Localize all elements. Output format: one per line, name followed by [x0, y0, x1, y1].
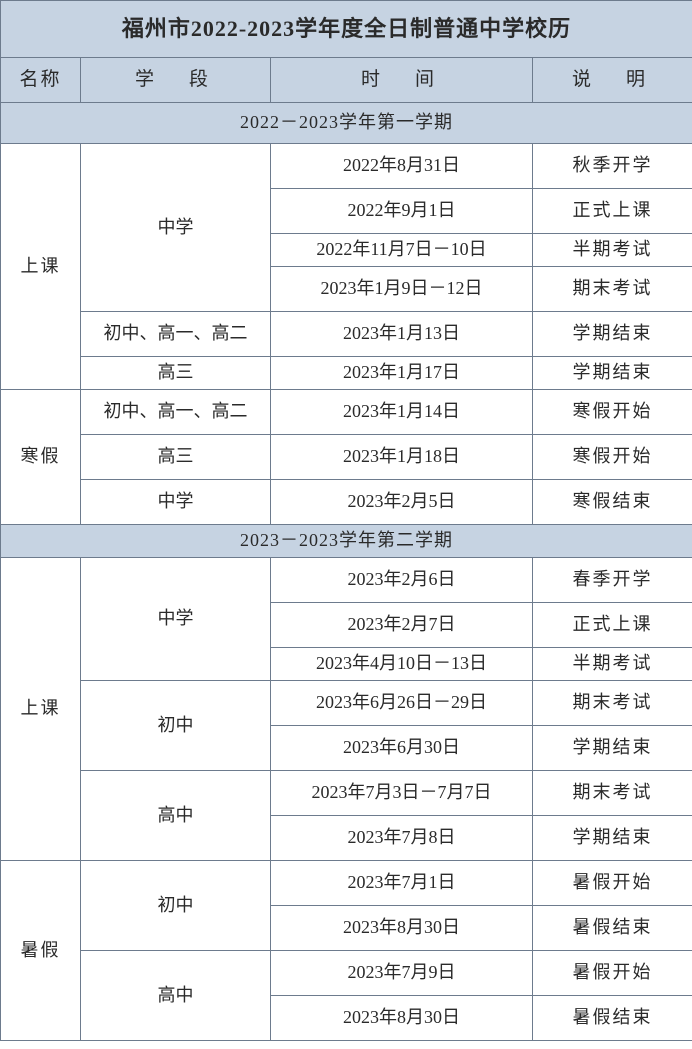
date-cell: 2023年8月30日	[271, 906, 533, 951]
note-cell: 暑假结束	[533, 906, 692, 951]
date-cell: 2023年6月26日－29日	[271, 681, 533, 726]
note-cell: 寒假结束	[533, 480, 692, 525]
date-cell: 2023年4月10日－13日	[271, 648, 533, 681]
seg-j12-w: 初中、高一、高二	[81, 390, 271, 435]
seg-j12-s1: 初中、高一、高二	[81, 312, 271, 357]
seg-g3-w: 高三	[81, 435, 271, 480]
note-cell: 期末考试	[533, 771, 692, 816]
note-cell: 暑假开始	[533, 951, 692, 996]
col-header-note: 说 明	[533, 58, 692, 103]
col-header-time: 时 间	[271, 58, 533, 103]
seg-ms-s2: 中学	[81, 558, 271, 681]
group-class-s2: 上课	[1, 558, 81, 861]
note-cell: 春季开学	[533, 558, 692, 603]
note-cell: 寒假开始	[533, 390, 692, 435]
date-cell: 2023年1月14日	[271, 390, 533, 435]
table-title: 福州市2022-2023学年度全日制普通中学校历	[1, 1, 692, 58]
date-cell: 2023年1月13日	[271, 312, 533, 357]
seg-gz-s2: 高中	[81, 771, 271, 861]
date-cell: 2023年2月5日	[271, 480, 533, 525]
note-cell: 正式上课	[533, 189, 692, 234]
note-cell: 寒假开始	[533, 435, 692, 480]
note-cell: 学期结束	[533, 726, 692, 771]
schedule-table: 福州市2022-2023学年度全日制普通中学校历 名称 学 段 时 间 说 明 …	[0, 0, 692, 1041]
note-cell: 暑假开始	[533, 861, 692, 906]
group-class-s1: 上课	[1, 144, 81, 390]
col-header-segment: 学 段	[81, 58, 271, 103]
date-cell: 2022年11月7日－10日	[271, 234, 533, 267]
col-header-name: 名称	[1, 58, 81, 103]
note-cell: 暑假结束	[533, 996, 692, 1041]
seg-ms-s1: 中学	[81, 144, 271, 312]
note-cell: 秋季开学	[533, 144, 692, 189]
date-cell: 2023年7月3日－7月7日	[271, 771, 533, 816]
seg-ms-w: 中学	[81, 480, 271, 525]
note-cell: 正式上课	[533, 603, 692, 648]
date-cell: 2023年2月6日	[271, 558, 533, 603]
note-cell: 期末考试	[533, 681, 692, 726]
date-cell: 2022年9月1日	[271, 189, 533, 234]
date-cell: 2023年1月9日－12日	[271, 267, 533, 312]
date-cell: 2022年8月31日	[271, 144, 533, 189]
note-cell: 学期结束	[533, 357, 692, 390]
note-cell: 学期结束	[533, 816, 692, 861]
seg-g3-s1: 高三	[81, 357, 271, 390]
seg-gz-sm: 高中	[81, 951, 271, 1041]
group-summer: 暑假	[1, 861, 81, 1041]
date-cell: 2023年2月7日	[271, 603, 533, 648]
note-cell: 半期考试	[533, 648, 692, 681]
note-cell: 期末考试	[533, 267, 692, 312]
section-semester-1: 2022－2023学年第一学期	[1, 103, 692, 144]
note-cell: 半期考试	[533, 234, 692, 267]
date-cell: 2023年1月18日	[271, 435, 533, 480]
date-cell: 2023年7月9日	[271, 951, 533, 996]
date-cell: 2023年1月17日	[271, 357, 533, 390]
section-semester-2: 2023－2023学年第二学期	[1, 525, 692, 558]
date-cell: 2023年8月30日	[271, 996, 533, 1041]
note-cell: 学期结束	[533, 312, 692, 357]
date-cell: 2023年7月1日	[271, 861, 533, 906]
group-winter: 寒假	[1, 390, 81, 525]
calendar-table: 福州市2022-2023学年度全日制普通中学校历 名称 学 段 时 间 说 明 …	[0, 0, 692, 1041]
seg-cz-sm: 初中	[81, 861, 271, 951]
date-cell: 2023年7月8日	[271, 816, 533, 861]
seg-cz-s2: 初中	[81, 681, 271, 771]
date-cell: 2023年6月30日	[271, 726, 533, 771]
